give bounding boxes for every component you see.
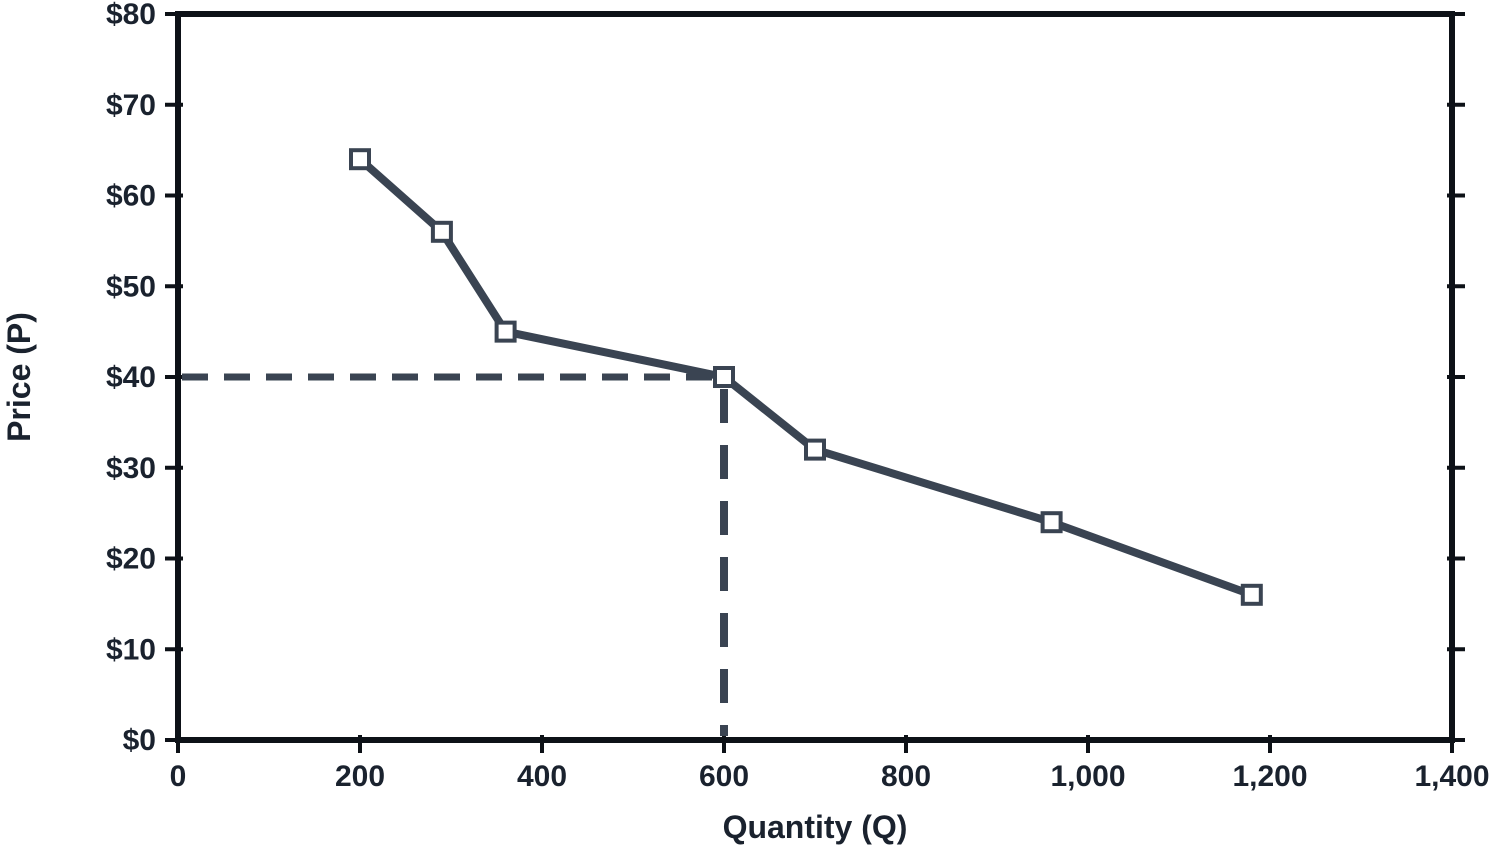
- x-tick-label: 600: [699, 760, 749, 793]
- data-point-marker: [430, 220, 453, 243]
- x-tick-label: 400: [517, 760, 567, 793]
- y-tick-label: $80: [106, 0, 156, 31]
- y-tick-label: $60: [106, 180, 156, 213]
- y-tick-label: $10: [106, 633, 156, 666]
- x-tick-label: 200: [335, 760, 385, 793]
- y-tick-label: $30: [106, 452, 156, 485]
- data-point-marker: [804, 438, 826, 461]
- x-tick-label: 1,200: [1232, 760, 1307, 793]
- data-point-marker: [713, 366, 735, 388]
- y-tick-label: $50: [106, 270, 156, 303]
- y-axis-title: Price (P): [1, 312, 37, 442]
- y-tick-label: $40: [106, 361, 156, 394]
- x-tick-label: 1,400: [1414, 760, 1489, 793]
- x-tick-label: 800: [881, 760, 931, 793]
- data-point-marker: [494, 320, 517, 343]
- data-point-marker: [1240, 583, 1263, 606]
- x-tick-label: 0: [170, 760, 187, 793]
- y-tick-label: $70: [106, 89, 156, 122]
- y-tick-label: $20: [106, 543, 156, 576]
- x-tick-label: 1,000: [1050, 760, 1125, 793]
- x-axis-title: Quantity (Q): [723, 809, 908, 845]
- y-tick-label: $0: [123, 724, 156, 757]
- data-point-marker: [349, 148, 371, 171]
- data-point-marker: [1040, 511, 1063, 534]
